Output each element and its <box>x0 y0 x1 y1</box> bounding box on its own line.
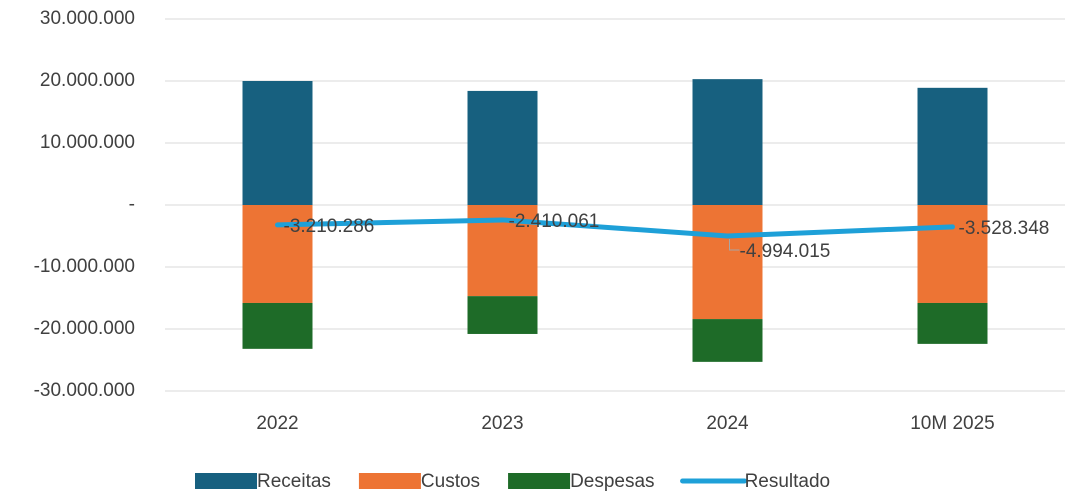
y-tick-label: -10.000.000 <box>34 256 135 277</box>
y-tick-label: 30.000.000 <box>40 8 135 29</box>
line <box>275 217 955 239</box>
data-label: -2.410.061 <box>509 211 600 232</box>
bar <box>917 302 988 344</box>
data-label: -4.994.015 <box>740 241 831 262</box>
legend-swatch <box>358 473 421 489</box>
legend-label: Despesas <box>570 471 655 492</box>
bar <box>917 205 988 303</box>
bar <box>242 81 313 205</box>
bar <box>467 296 538 334</box>
y-tick-label: -20.000.000 <box>34 318 135 339</box>
bar <box>917 87 988 205</box>
bar <box>242 205 313 303</box>
legend-swatch <box>195 473 257 489</box>
x-tick-label: 2023 <box>481 413 523 434</box>
bar <box>692 79 763 205</box>
bar <box>242 302 313 349</box>
data-label: -3.528.348 <box>959 218 1050 239</box>
legend-swatch <box>508 473 571 489</box>
legend-label: Receitas <box>257 471 331 492</box>
y-tick-label: 20.000.000 <box>40 70 135 91</box>
bar <box>692 205 763 320</box>
leader-line <box>729 238 740 251</box>
y-tick-label: -30.000.000 <box>34 380 135 401</box>
y-tick-label: - <box>129 194 135 215</box>
y-tick-label: 10.000.000 <box>40 132 135 153</box>
data-label: -3.210.286 <box>284 216 375 237</box>
bar <box>467 90 538 205</box>
x-tick-label: 10M 2025 <box>910 413 995 434</box>
x-tick-label: 2024 <box>706 413 749 434</box>
bar <box>692 319 763 362</box>
legend-label: Custos <box>421 471 480 492</box>
x-tick-label: 2022 <box>256 413 298 434</box>
legend-label: Resultado <box>745 471 831 492</box>
